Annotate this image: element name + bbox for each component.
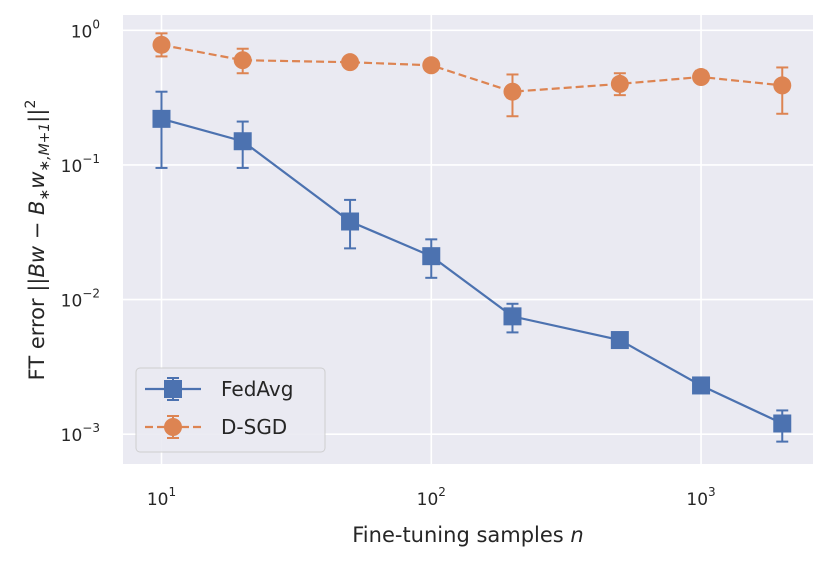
x-axis-ticks: 101 102 103 <box>147 485 716 510</box>
y-tick-exponent: 0 <box>92 17 100 31</box>
data-point <box>610 331 629 350</box>
series-d-sgd <box>152 32 792 118</box>
legend-marker <box>164 380 182 398</box>
x-tick-base: 10 <box>417 490 439 510</box>
data-point <box>152 35 171 54</box>
data-point <box>341 212 360 231</box>
legend-marker <box>164 418 182 436</box>
data-point <box>233 132 252 151</box>
x-tick-label: 103 <box>686 485 715 510</box>
y-tick-label: 10−3 <box>61 421 100 446</box>
data-point <box>152 109 171 128</box>
x-tick-exponent: 3 <box>708 485 716 499</box>
data-point <box>773 414 792 433</box>
y-tick-label: 100 <box>71 17 100 42</box>
y-tick-base: 10 <box>71 22 93 42</box>
y-tick-exponent: −1 <box>82 152 100 166</box>
data-point <box>692 376 711 395</box>
data-point <box>610 74 629 93</box>
x-tick-label: 101 <box>147 485 176 510</box>
series-line <box>161 43 783 93</box>
data-point <box>503 82 522 101</box>
y-tick-base: 10 <box>61 157 83 177</box>
legend: FedAvg D-SGD <box>135 367 326 453</box>
x-tick-base: 10 <box>686 490 708 510</box>
data-point <box>773 76 792 95</box>
x-tick-label: 102 <box>417 485 446 510</box>
series-layer <box>152 32 792 443</box>
data-point <box>692 68 711 87</box>
legend-entry: FedAvg <box>145 377 293 401</box>
y-tick-label: 10−1 <box>61 152 100 177</box>
y-tick-base: 10 <box>61 426 83 446</box>
x-axis-label: Fine-tuning samples n <box>352 523 583 547</box>
x-tick-exponent: 2 <box>438 485 446 499</box>
y-tick-exponent: −3 <box>82 421 100 435</box>
legend-entry: D-SGD <box>145 415 287 439</box>
data-point <box>422 56 441 75</box>
x-tick-base: 10 <box>147 490 169 510</box>
series-line <box>161 117 783 425</box>
y-tick-base: 10 <box>61 292 83 312</box>
data-point <box>503 307 522 326</box>
y-tick-label: 10−2 <box>61 287 100 312</box>
legend-label: D-SGD <box>221 415 287 439</box>
series-fedavg <box>152 90 792 443</box>
data-point <box>341 53 360 72</box>
y-axis-label: FT error ||Bw − B∗w∗,M+1||2 <box>23 100 53 381</box>
y-tick-exponent: −2 <box>82 287 100 301</box>
data-point <box>233 51 252 70</box>
x-tick-exponent: 1 <box>168 485 176 499</box>
legend-label: FedAvg <box>221 377 293 401</box>
data-point <box>422 247 441 266</box>
